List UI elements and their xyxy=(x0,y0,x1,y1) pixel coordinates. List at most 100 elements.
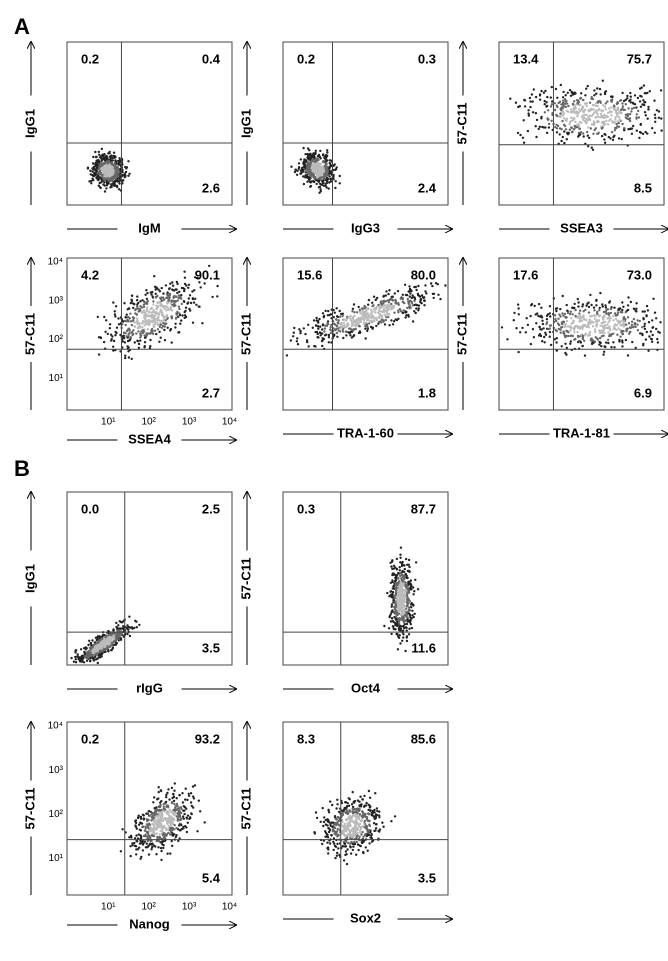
event-dot xyxy=(621,319,623,321)
event-dot xyxy=(652,334,654,336)
event-dot xyxy=(152,300,154,302)
event-dot xyxy=(335,319,337,321)
event-dot xyxy=(153,796,155,798)
event-dot xyxy=(509,98,511,100)
event-dot xyxy=(86,647,88,649)
event-dot xyxy=(579,315,581,317)
event-dot xyxy=(660,117,662,119)
event-dot xyxy=(201,322,203,324)
event-dot xyxy=(383,625,385,627)
event-dot xyxy=(404,284,406,286)
event-dot xyxy=(628,322,630,324)
event-dot xyxy=(621,339,623,341)
event-dot xyxy=(371,302,373,304)
event-dot xyxy=(89,654,91,656)
event-dot xyxy=(563,326,565,328)
event-dot xyxy=(618,126,620,128)
event-dot xyxy=(138,816,140,818)
event-dot xyxy=(651,319,653,321)
event-dot xyxy=(333,323,335,325)
event-dot xyxy=(611,131,613,133)
quadrant-percent: 0.2 xyxy=(81,731,99,746)
event-dot xyxy=(144,318,146,320)
event-dot xyxy=(382,305,384,307)
event-dot xyxy=(133,325,135,327)
event-dot xyxy=(400,628,402,630)
event-dot xyxy=(101,148,103,150)
event-dot xyxy=(388,313,390,315)
event-dot xyxy=(551,86,553,88)
event-dot xyxy=(185,307,187,309)
event-dot xyxy=(660,89,662,91)
event-dot xyxy=(539,316,541,318)
event-dot xyxy=(572,321,574,323)
event-dot xyxy=(326,325,328,327)
event-dot xyxy=(585,88,587,90)
event-dot xyxy=(654,121,656,123)
event-dot xyxy=(659,321,661,323)
event-dot xyxy=(610,114,612,116)
event-dot xyxy=(612,315,614,317)
event-dot xyxy=(118,178,120,180)
event-dot xyxy=(193,301,195,303)
event-dot xyxy=(601,115,603,117)
event-dot xyxy=(540,307,542,309)
event-dot xyxy=(88,180,90,182)
event-dot xyxy=(605,90,607,92)
event-dot xyxy=(641,326,643,328)
event-dot xyxy=(397,577,399,579)
event-dot xyxy=(189,309,191,311)
event-dot xyxy=(165,322,167,324)
event-dot xyxy=(650,338,652,340)
event-dot xyxy=(319,156,321,158)
event-dot xyxy=(318,318,320,320)
event-dot xyxy=(116,637,118,639)
event-dot xyxy=(393,565,395,567)
event-dot xyxy=(299,332,301,334)
event-dot xyxy=(395,318,397,320)
event-dot xyxy=(392,591,394,593)
event-dot xyxy=(424,284,426,286)
event-dot xyxy=(584,354,586,356)
event-dot xyxy=(402,619,404,621)
event-dot xyxy=(160,298,162,300)
event-dot xyxy=(389,562,391,564)
event-dot xyxy=(370,326,372,328)
plot-frame xyxy=(67,492,232,665)
event-dot xyxy=(349,334,351,336)
event-dot xyxy=(187,822,189,824)
event-dot xyxy=(113,340,115,342)
event-dot xyxy=(129,635,131,637)
event-dot xyxy=(570,108,572,110)
event-dot xyxy=(179,323,181,325)
event-dot xyxy=(130,337,132,339)
event-dot xyxy=(635,106,637,108)
event-dot xyxy=(397,309,399,311)
event-dot xyxy=(110,334,112,336)
event-dot xyxy=(644,328,646,330)
event-dot xyxy=(157,797,159,799)
event-dot xyxy=(121,828,123,830)
event-dot xyxy=(653,100,655,102)
event-dot xyxy=(124,316,126,318)
event-dot xyxy=(573,100,575,102)
event-dot xyxy=(430,282,432,284)
event-dot xyxy=(135,845,137,847)
event-dot xyxy=(143,334,145,336)
event-dot xyxy=(114,334,116,336)
event-dot xyxy=(362,310,364,312)
quadrant-percent: 15.6 xyxy=(297,267,322,282)
event-dot xyxy=(386,592,388,594)
event-dot xyxy=(137,848,139,850)
event-dot xyxy=(545,334,547,336)
event-dot xyxy=(114,331,116,333)
event-dot xyxy=(565,100,567,102)
event-dot xyxy=(114,180,116,182)
event-dot xyxy=(167,295,169,297)
event-dot xyxy=(151,307,153,309)
event-dot xyxy=(578,312,580,314)
quadrant-percent: 75.7 xyxy=(627,51,652,66)
event-dot xyxy=(391,603,393,605)
x-tick-label: 10² xyxy=(141,417,156,428)
event-dot xyxy=(159,805,161,807)
